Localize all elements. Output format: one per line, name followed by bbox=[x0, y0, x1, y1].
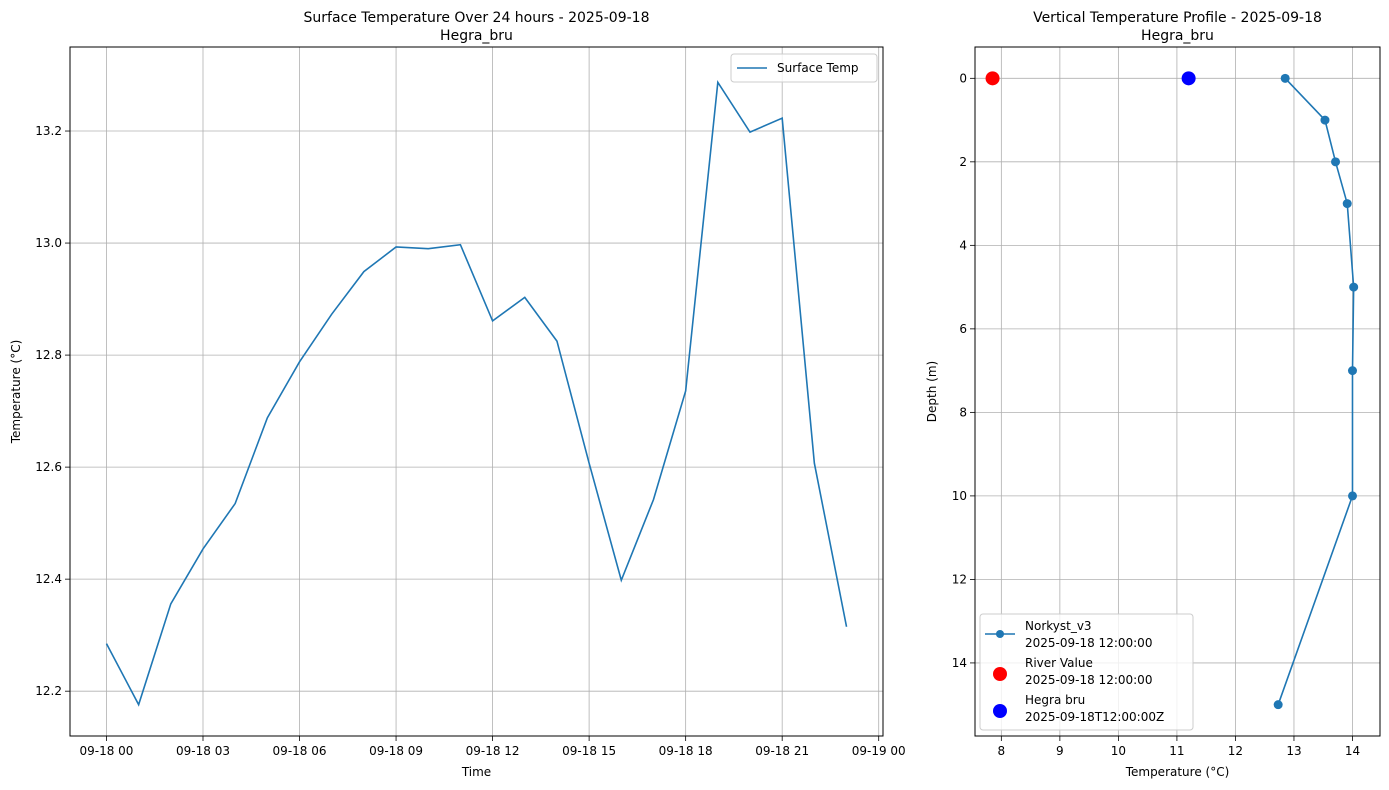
right-x-axis-label: Temperature (°C) bbox=[1125, 765, 1230, 779]
right-y-tick-label: 14 bbox=[952, 656, 967, 670]
vertical-profile-chart: 8 9 10 11 12 13 14 0 2 4 6 8 10 12 14 Vertical Tempera… bbox=[925, 10, 1381, 779]
right-y-tick-label: 10 bbox=[952, 489, 967, 503]
legend-norkyst-subtext: 2025-09-18 12:00:00 bbox=[1025, 636, 1152, 650]
left-plot-area bbox=[105, 79, 848, 707]
left-x-tick-label: 09-18 12 bbox=[466, 744, 520, 758]
right-y-tick-label: 4 bbox=[959, 238, 967, 252]
legend-hegra-label: Hegra bru bbox=[1025, 693, 1085, 707]
legend-hegra-subtext: 2025-09-18T12:00:00Z bbox=[1025, 710, 1164, 724]
left-x-tick-label: 09-18 09 bbox=[369, 744, 423, 758]
left-ticks: 09-18 00 09-18 03 09-18 06 09-18 09 09-18 12… bbox=[35, 124, 905, 758]
right-chart-subtitle: Hegra_bru bbox=[1141, 28, 1214, 44]
left-x-tick-label: 09-18 15 bbox=[562, 744, 616, 758]
left-x-tick-label: 09-18 18 bbox=[659, 744, 713, 758]
left-y-tick-label: 12.6 bbox=[35, 460, 62, 474]
right-x-tick-label: 11 bbox=[1169, 744, 1184, 758]
norkyst-profile-point bbox=[1331, 157, 1341, 167]
right-y-axis-label: Depth (m) bbox=[925, 361, 939, 422]
right-y-tick-label: 6 bbox=[959, 322, 967, 336]
right-axes-frame bbox=[974, 46, 1381, 737]
right-plot-area bbox=[985, 71, 1359, 710]
left-chart-subtitle: Hegra_bru bbox=[440, 28, 513, 44]
right-y-tick-label: 2 bbox=[959, 155, 967, 169]
left-x-tick-label: 09-18 00 bbox=[79, 744, 133, 758]
right-chart-title: Vertical Temperature Profile - 2025-09-1… bbox=[1033, 10, 1322, 26]
left-x-axis-label: Time bbox=[461, 765, 491, 779]
right-x-tick-label: 14 bbox=[1345, 744, 1360, 758]
left-x-tick-label: 09-18 03 bbox=[176, 744, 230, 758]
legend-norkyst-marker bbox=[996, 630, 1004, 638]
left-y-tick-label: 12.4 bbox=[35, 572, 62, 586]
left-chart-title: Surface Temperature Over 24 hours - 2025… bbox=[304, 10, 650, 26]
right-x-tick-label: 13 bbox=[1286, 744, 1301, 758]
left-y-tick-label: 12.8 bbox=[35, 348, 62, 362]
right-y-tick-label: 12 bbox=[952, 572, 967, 586]
left-legend: Surface Temp bbox=[730, 53, 878, 83]
right-ticks: 8 9 10 11 12 13 14 0 2 4 6 8 10 12 14 bbox=[952, 71, 1360, 758]
left-y-axis-label: Temperature (°C) bbox=[9, 340, 23, 445]
surface-temperature-chart: 09-18 00 09-18 03 09-18 06 09-18 09 09-18 12… bbox=[9, 10, 906, 779]
norkyst-profile-point bbox=[1280, 73, 1290, 83]
norkyst-profile-point bbox=[1342, 199, 1352, 209]
legend-entry-river: River Value 2025-09-18 12:00:00 bbox=[993, 656, 1152, 687]
river-value-point bbox=[985, 71, 1000, 86]
right-y-tick-label: 8 bbox=[959, 405, 967, 419]
right-x-tick-label: 12 bbox=[1228, 744, 1243, 758]
left-y-tick-label: 12.2 bbox=[35, 684, 62, 698]
legend-river-subtext: 2025-09-18 12:00:00 bbox=[1025, 673, 1152, 687]
left-x-tick-label: 09-18 06 bbox=[273, 744, 327, 758]
norkyst-profile-point bbox=[1320, 115, 1330, 125]
left-legend-box bbox=[730, 53, 878, 83]
surface-temp-line bbox=[105, 79, 848, 707]
right-legend: Norkyst_v3 2025-09-18 12:00:00 River Val… bbox=[979, 613, 1194, 731]
right-legend-box bbox=[979, 613, 1194, 731]
left-x-tick-label: 09-18 21 bbox=[755, 744, 809, 758]
legend-hegra-marker bbox=[993, 704, 1007, 718]
norkyst-profile-point bbox=[1349, 282, 1359, 292]
left-axes-frame bbox=[69, 46, 884, 737]
left-x-tick-label: 09-19 00 bbox=[852, 744, 906, 758]
legend-entry-norkyst: Norkyst_v3 2025-09-18 12:00:00 bbox=[985, 619, 1152, 650]
left-y-tick-label: 13.2 bbox=[35, 124, 62, 138]
legend-norkyst-label: Norkyst_v3 bbox=[1025, 619, 1092, 633]
right-x-tick-label: 10 bbox=[1111, 744, 1126, 758]
legend-river-label: River Value bbox=[1025, 656, 1093, 670]
norkyst-profile-line bbox=[1277, 77, 1355, 705]
norkyst-profile-point bbox=[1273, 700, 1283, 710]
legend-river-marker bbox=[993, 667, 1007, 681]
right-x-tick-label: 8 bbox=[998, 744, 1006, 758]
right-y-tick-label: 0 bbox=[959, 71, 967, 85]
legend-entry-hegra: Hegra bru 2025-09-18T12:00:00Z bbox=[993, 693, 1164, 724]
right-x-tick-label: 9 bbox=[1056, 744, 1064, 758]
norkyst-profile-point bbox=[1347, 366, 1357, 376]
left-y-tick-label: 13.0 bbox=[35, 236, 62, 250]
left-grid bbox=[70, 47, 883, 736]
hegra-bru-point bbox=[1181, 71, 1196, 86]
left-legend-label: Surface Temp bbox=[777, 61, 859, 75]
norkyst-profile-point bbox=[1347, 491, 1357, 501]
